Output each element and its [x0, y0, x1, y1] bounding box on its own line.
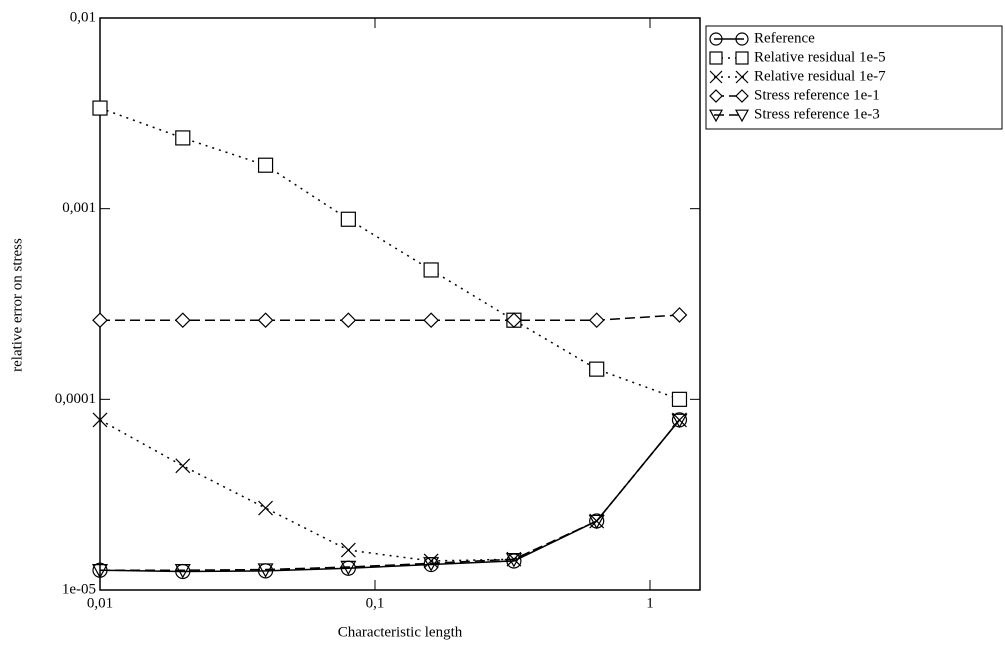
marker [257, 157, 274, 173]
marker [671, 307, 688, 323]
series-line [99, 107, 680, 401]
series-line [99, 419, 681, 573]
marker [671, 391, 688, 407]
legend-marker [734, 109, 750, 123]
series-line [100, 419, 681, 571]
legend-marker [735, 70, 749, 84]
legend-marker [708, 109, 724, 123]
y-axis-label: relative error on stress [9, 238, 25, 372]
legend-marker [735, 32, 749, 46]
marker [340, 560, 357, 576]
marker [671, 413, 688, 429]
marker [423, 557, 440, 572]
marker [589, 361, 605, 377]
y-tick-label: 1e-05 [62, 581, 96, 597]
legend-label: Stress reference 1e-1 [754, 87, 880, 103]
marker [174, 312, 191, 329]
marker [423, 553, 439, 569]
legend-label: Stress reference 1e-3 [754, 106, 880, 122]
marker [340, 312, 357, 329]
y-tick-label: 0,001 [62, 200, 96, 216]
marker [588, 514, 605, 530]
marker [92, 100, 108, 116]
legend-label: Reference [754, 30, 815, 46]
legend-marker [709, 70, 723, 84]
legend-marker [735, 89, 749, 103]
marker [257, 312, 274, 329]
marker [258, 500, 273, 516]
series-line [99, 419, 681, 562]
marker [91, 564, 109, 579]
marker [174, 564, 191, 579]
x-tick-label: 0,1 [366, 595, 385, 611]
y-tick-label: 0,01 [70, 9, 96, 25]
marker [257, 563, 274, 578]
marker [340, 542, 356, 558]
marker [588, 312, 605, 329]
marker [423, 262, 439, 278]
legend-marker [709, 32, 723, 46]
x-axis-label: Characteristic length [338, 624, 463, 640]
marker [506, 312, 522, 329]
legend-marker [709, 51, 723, 65]
legend-label: Relative residual 1e-7 [754, 68, 886, 84]
marker [340, 211, 356, 227]
legend-label: Relative residual 1e-5 [754, 49, 886, 65]
marker [505, 553, 522, 568]
legend-marker [735, 51, 749, 65]
series-line [100, 314, 680, 321]
x-tick-label: 0,01 [87, 595, 113, 611]
legend-box [705, 25, 1003, 130]
marker [672, 412, 687, 428]
marker [423, 312, 439, 329]
marker [175, 130, 191, 146]
legend-marker [709, 89, 723, 103]
marker [175, 458, 191, 474]
x-tick-label: 1 [646, 595, 654, 611]
marker [92, 412, 108, 428]
y-tick-label: 0,0001 [55, 391, 96, 407]
marker [92, 312, 108, 329]
plot-frame [99, 17, 701, 591]
